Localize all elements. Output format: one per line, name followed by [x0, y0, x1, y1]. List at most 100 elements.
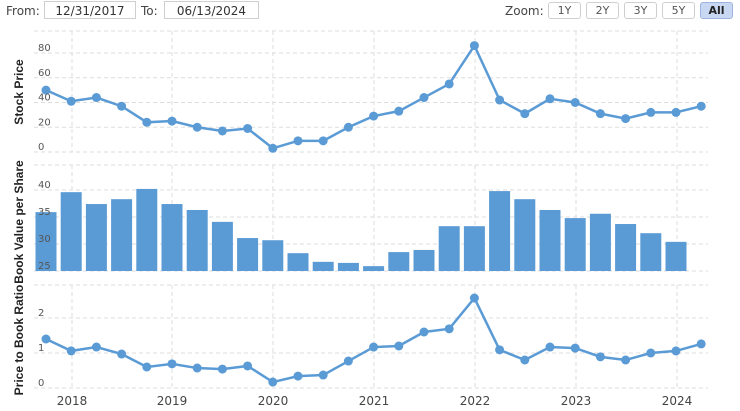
- bar: [640, 233, 662, 271]
- bar: [363, 266, 385, 271]
- data-point[interactable]: [293, 371, 303, 381]
- data-point[interactable]: [469, 41, 479, 51]
- price-to-book-axis-title: Price to Book Ratio: [12, 285, 26, 396]
- y-tick-label: 0: [38, 378, 44, 389]
- data-point[interactable]: [142, 362, 152, 372]
- data-point[interactable]: [318, 136, 328, 146]
- bar: [589, 213, 611, 271]
- data-point[interactable]: [595, 109, 605, 119]
- data-point[interactable]: [595, 352, 605, 362]
- data-point[interactable]: [394, 106, 404, 116]
- zoom-1y-button[interactable]: 1Y: [548, 2, 581, 19]
- x-tick-label: 2018: [57, 394, 88, 408]
- y-tick-label: 40: [38, 93, 51, 104]
- bar: [514, 199, 536, 271]
- zoom-3y-button[interactable]: 3Y: [624, 2, 657, 19]
- y-tick-label: 40: [38, 180, 51, 191]
- data-point[interactable]: [545, 94, 555, 104]
- data-point[interactable]: [545, 342, 555, 352]
- bar: [489, 191, 511, 271]
- y-tick-label: 30: [38, 234, 51, 245]
- data-point[interactable]: [696, 101, 706, 111]
- from-date-input[interactable]: 12/31/2017: [44, 1, 136, 19]
- data-point[interactable]: [696, 339, 706, 349]
- zoom-label: Zoom:: [505, 4, 544, 18]
- x-tick-label: 2021: [359, 394, 390, 408]
- zoom-5y-button[interactable]: 5Y: [662, 2, 695, 19]
- data-point[interactable]: [167, 359, 177, 369]
- data-point[interactable]: [570, 98, 580, 107]
- book-value-panel: Book Value per Share 25 30 35 40: [12, 160, 687, 284]
- bar: [161, 204, 183, 271]
- stock-price-axis-title: Stock Price: [12, 59, 26, 125]
- bar: [60, 192, 82, 271]
- data-point[interactable]: [192, 122, 202, 132]
- data-point[interactable]: [520, 109, 530, 119]
- bar: [564, 218, 586, 271]
- data-point[interactable]: [495, 345, 505, 355]
- data-point[interactable]: [66, 96, 76, 106]
- data-point[interactable]: [520, 355, 530, 365]
- data-point[interactable]: [444, 79, 454, 89]
- data-point[interactable]: [394, 341, 404, 351]
- data-point[interactable]: [91, 93, 101, 103]
- x-tick-label: 2019: [157, 394, 188, 408]
- data-point[interactable]: [217, 364, 227, 374]
- data-point[interactable]: [318, 370, 328, 380]
- data-point[interactable]: [243, 361, 253, 371]
- data-point[interactable]: [41, 334, 51, 344]
- data-point[interactable]: [66, 346, 76, 356]
- data-point[interactable]: [369, 111, 379, 121]
- bar: [312, 261, 334, 271]
- book-value-axis-title: Book Value per Share: [12, 160, 26, 284]
- data-point[interactable]: [671, 107, 681, 117]
- price-to-book-panel: Price to Book Ratio 0 1 2: [12, 285, 706, 396]
- data-point[interactable]: [621, 114, 631, 124]
- bar: [463, 226, 485, 271]
- data-point[interactable]: [268, 377, 278, 387]
- data-point[interactable]: [570, 343, 580, 353]
- bar: [85, 204, 107, 271]
- data-point[interactable]: [293, 136, 303, 146]
- zoom-2y-button[interactable]: 2Y: [586, 2, 619, 19]
- data-point[interactable]: [621, 355, 631, 365]
- data-point[interactable]: [369, 342, 379, 352]
- gridlines: [34, 30, 708, 389]
- data-point[interactable]: [167, 116, 177, 126]
- y-tick-label: 1: [38, 343, 44, 354]
- y-tick-label: 2: [38, 308, 44, 319]
- zoom-all-button[interactable]: All: [700, 2, 733, 19]
- data-point[interactable]: [41, 85, 51, 95]
- x-tick-label: 2024: [662, 394, 693, 408]
- data-point[interactable]: [343, 122, 353, 132]
- from-label: From:: [6, 4, 40, 18]
- data-point[interactable]: [419, 327, 429, 337]
- bar: [287, 253, 309, 271]
- data-point[interactable]: [646, 348, 656, 358]
- data-point[interactable]: [217, 126, 227, 136]
- data-point[interactable]: [117, 101, 127, 111]
- bar: [111, 199, 133, 271]
- data-point[interactable]: [117, 349, 127, 359]
- data-point[interactable]: [142, 117, 152, 127]
- data-point[interactable]: [343, 356, 353, 366]
- data-point[interactable]: [419, 93, 429, 103]
- bar: [35, 212, 57, 271]
- y-tick-label: 20: [38, 117, 51, 128]
- to-date-input[interactable]: 06/13/2024: [164, 1, 259, 19]
- y-tick-label: 35: [38, 207, 51, 218]
- data-point[interactable]: [268, 143, 278, 153]
- data-point[interactable]: [495, 95, 505, 105]
- y-tick-label: 60: [38, 68, 51, 79]
- x-tick-label: 2020: [258, 394, 289, 408]
- data-point[interactable]: [671, 346, 681, 356]
- data-point[interactable]: [646, 107, 656, 117]
- data-point[interactable]: [444, 324, 454, 334]
- data-point[interactable]: [243, 123, 253, 133]
- data-point[interactable]: [192, 363, 202, 373]
- data-point[interactable]: [469, 293, 479, 303]
- data-point[interactable]: [91, 342, 101, 352]
- y-tick-label: 25: [38, 261, 51, 272]
- bar: [438, 226, 460, 271]
